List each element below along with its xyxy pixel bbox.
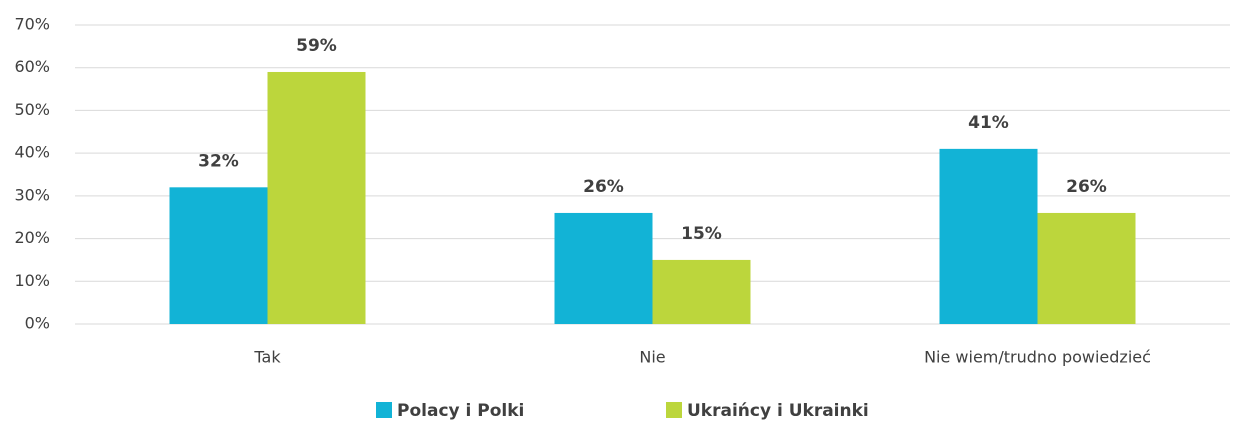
y-tick-label: 0% <box>25 314 50 333</box>
legend-swatch <box>666 402 682 418</box>
y-tick-label: 60% <box>14 57 50 76</box>
x-tick-label: Nie <box>639 348 665 367</box>
y-tick-label: 30% <box>14 185 50 204</box>
x-tick-label: Nie wiem/trudno powiedzieć <box>924 348 1151 367</box>
bar <box>939 148 1038 324</box>
bar <box>1037 212 1136 324</box>
value-label: 26% <box>583 177 624 197</box>
y-tick-label: 50% <box>14 100 50 119</box>
x-tick-label: Tak <box>253 348 281 367</box>
y-tick-label: 10% <box>14 271 50 290</box>
value-label: 15% <box>681 224 722 244</box>
value-label: 59% <box>296 36 337 56</box>
legend-label: Ukraińcy i Ukrainki <box>687 401 869 421</box>
y-tick-label: 70% <box>14 15 50 34</box>
bar <box>169 187 268 324</box>
bar <box>267 71 366 324</box>
y-tick-label: 40% <box>14 143 50 162</box>
value-label: 26% <box>1066 177 1107 197</box>
y-tick-label: 20% <box>14 228 50 247</box>
bar <box>554 212 653 324</box>
value-label: 32% <box>198 151 239 171</box>
legend-swatch <box>376 402 392 418</box>
value-label: 41% <box>968 113 1009 133</box>
legend-label: Polacy i Polki <box>397 401 524 421</box>
bar <box>652 259 751 324</box>
